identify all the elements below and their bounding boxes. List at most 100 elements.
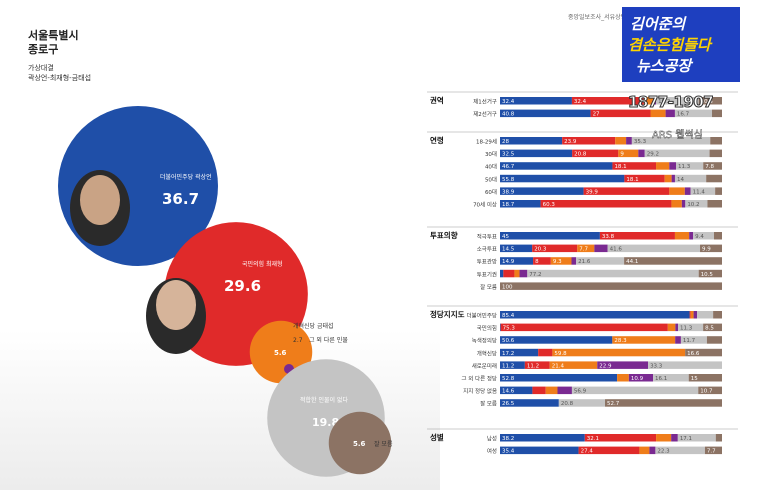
bar-segment bbox=[500, 257, 534, 265]
bar-segment bbox=[706, 336, 722, 344]
bar-value: 10.5 bbox=[701, 272, 714, 278]
bar-segment bbox=[676, 162, 704, 170]
bar-value: 33.3 bbox=[650, 363, 663, 369]
bar-value: 9.4 bbox=[695, 234, 704, 240]
bar-segment bbox=[671, 174, 675, 183]
bar-segment bbox=[631, 137, 711, 145]
bar-segment bbox=[710, 137, 722, 145]
matchup-names: 곽상언-최재형-금태섭 bbox=[28, 74, 92, 82]
bar-segment bbox=[685, 348, 722, 357]
bar-segment bbox=[715, 187, 722, 195]
bar-segment bbox=[500, 336, 613, 344]
source-text: 중앙일보조사_서유상병 bbox=[568, 14, 627, 21]
bubble-value-5: 5.6 bbox=[353, 440, 366, 448]
bar-value: 16.6 bbox=[687, 351, 700, 357]
bar-value: 9.9 bbox=[702, 247, 711, 253]
bar-segment bbox=[500, 244, 533, 253]
row-label: 그 외 다른 정당 bbox=[461, 375, 497, 383]
bar-segment bbox=[712, 109, 722, 118]
row-label: 투표관망 bbox=[477, 258, 497, 266]
poll-method: ARS 웹썩심 bbox=[652, 130, 703, 141]
bar-segment bbox=[540, 200, 672, 208]
bar-segment bbox=[527, 269, 699, 278]
bar-value: 19.2 bbox=[658, 99, 670, 105]
bar-value: 75.3 bbox=[503, 326, 516, 332]
bar-segment bbox=[665, 109, 675, 118]
bar-value: 46.7 bbox=[502, 164, 515, 170]
bar-value: 18.7 bbox=[502, 202, 515, 208]
bar-segment bbox=[533, 257, 551, 265]
bar-segment bbox=[684, 187, 691, 195]
bar-segment bbox=[562, 137, 616, 145]
bar-segment bbox=[700, 244, 722, 253]
bar-segment bbox=[685, 200, 708, 208]
bar-value: 8 bbox=[535, 259, 539, 265]
bar-segment bbox=[693, 232, 715, 240]
group-title-1: 연령 bbox=[430, 135, 444, 145]
row-label: 30대 bbox=[485, 150, 497, 158]
row-label: 50대 bbox=[485, 175, 497, 183]
bar-value: 40.8 bbox=[502, 112, 515, 118]
bar-segment bbox=[500, 232, 600, 240]
bar-segment bbox=[590, 109, 651, 118]
bar-value: 11.7 bbox=[683, 338, 696, 344]
bar-value: 7.8 bbox=[705, 164, 714, 170]
bar-segment bbox=[500, 269, 504, 278]
bar-value: 10.9 bbox=[631, 376, 644, 382]
bar-value: 77.2 bbox=[529, 272, 541, 278]
bar-segment bbox=[549, 361, 598, 369]
bar-segment bbox=[653, 374, 689, 382]
bar-segment bbox=[703, 323, 722, 332]
bar-value: 11.3 bbox=[680, 326, 693, 332]
bar-value: 59.8 bbox=[554, 351, 567, 357]
bar-segment bbox=[500, 348, 539, 357]
group-title-3: 정당지지도 bbox=[430, 309, 465, 319]
row-label: 여성 bbox=[487, 447, 497, 455]
bar-segment bbox=[709, 149, 722, 158]
row-label: 60대 bbox=[485, 188, 497, 196]
bar-segment bbox=[703, 162, 722, 170]
bar-segment bbox=[698, 386, 722, 395]
bar-segment bbox=[689, 311, 691, 319]
bar-value: 28.3 bbox=[614, 338, 627, 344]
bar-value: 17.2 bbox=[502, 351, 514, 357]
bar-value: 52.8 bbox=[502, 376, 515, 382]
bubble-value-4: 19.8 bbox=[312, 416, 339, 429]
bar-value: 35.3 bbox=[634, 139, 647, 145]
bar-segment bbox=[500, 323, 501, 332]
row-label: 녹색정의당 bbox=[472, 337, 497, 345]
bar-segment bbox=[707, 200, 722, 208]
bar-segment bbox=[599, 232, 675, 240]
bar-segment bbox=[628, 374, 654, 382]
candidate-face-1 bbox=[80, 175, 120, 225]
bar-segment bbox=[704, 446, 722, 455]
bar-segment bbox=[675, 323, 679, 332]
bar-segment bbox=[649, 446, 656, 455]
bubble-label-0: 더불어민주당 곽상언 bbox=[160, 173, 212, 181]
bar-segment bbox=[697, 311, 714, 319]
bar-value: 38.2 bbox=[502, 436, 514, 442]
bar-value: 27 bbox=[593, 112, 600, 118]
bar-segment bbox=[674, 232, 690, 240]
bar-value: 9.3 bbox=[553, 259, 562, 265]
bar-value: 10.5 bbox=[701, 99, 714, 105]
bar-segment bbox=[571, 257, 577, 265]
bar-segment bbox=[674, 174, 707, 183]
row-label: 더불어민주당 bbox=[467, 312, 497, 320]
bar-segment bbox=[500, 137, 563, 145]
bar-segment bbox=[689, 232, 694, 240]
bar-value: 20.8 bbox=[574, 152, 587, 158]
row-label: 잘 모름 bbox=[480, 283, 497, 291]
bubble-label-5: 잘 모름 bbox=[374, 440, 393, 448]
bar-segment bbox=[500, 386, 533, 395]
bar-value: 32.4 bbox=[574, 99, 587, 105]
bar-segment bbox=[688, 374, 722, 382]
logo-line-2: 겸손은힘들다 bbox=[628, 36, 711, 54]
bar-segment bbox=[612, 162, 657, 170]
bar-value: 27.4 bbox=[581, 449, 594, 455]
bar-segment bbox=[500, 361, 525, 369]
bar-segment bbox=[669, 162, 677, 170]
logo-line-1: 김어준의 bbox=[630, 15, 686, 33]
bar-segment bbox=[714, 232, 722, 240]
bar-segment bbox=[653, 97, 657, 105]
